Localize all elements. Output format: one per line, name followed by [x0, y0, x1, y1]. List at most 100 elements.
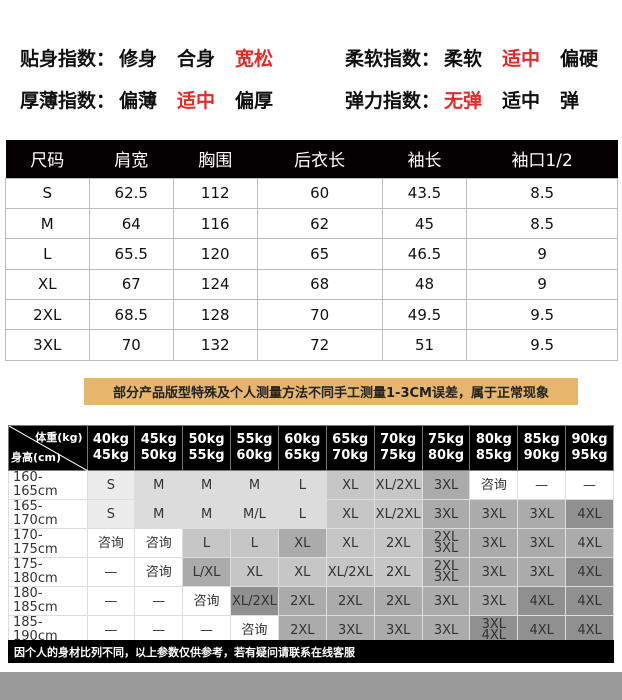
table-row: XL 67 124 68 48 9 [5, 268, 618, 301]
column-header: 后衣长 [257, 140, 383, 178]
weight-header: 60kg 65kg [277, 425, 327, 471]
table-cell: 9.5 [466, 329, 618, 361]
size-cell: M [134, 499, 184, 529]
table-cell: 8.5 [466, 207, 618, 240]
size-cell: XL/2XL [373, 499, 423, 529]
size-cell: L [182, 528, 231, 558]
corner-header: 体重(kg) 身高(cm) [8, 425, 88, 471]
height-label: 170-175cm [8, 528, 88, 558]
table-cell: 116 [173, 207, 258, 240]
height-label: 160-165cm [8, 470, 88, 500]
size-cell: 咨询 [469, 470, 519, 500]
size-cell: 咨询 [182, 586, 231, 616]
table-cell: 2XL [5, 299, 90, 331]
size-cell: M [134, 470, 184, 500]
table-cell: 68.5 [88, 299, 174, 331]
size-cell: M/L [229, 499, 279, 529]
size-cell: M [182, 499, 231, 529]
column-header: 尺码 [5, 140, 89, 178]
size-cell: 2XL [373, 557, 423, 587]
attribute-option: 宽松 [235, 48, 274, 70]
attribute-row: 柔软指数： 柔软 适中 偏硬 [345, 44, 598, 71]
table-cell: 112 [173, 177, 258, 209]
table-cell: M [5, 207, 90, 240]
table-row: S 62.5 112 60 43.5 8.5 [5, 177, 618, 209]
size-cell: — [517, 470, 567, 500]
table-cell: 48 [381, 268, 468, 301]
size-cell: 2XL [277, 615, 327, 645]
attribute-row: 弹力指数： 无弹 适中弹 [345, 86, 579, 113]
attribute-option: 适中 [502, 48, 541, 70]
table-row: L 65.5 120 65 46.5 9 [5, 238, 618, 270]
table-cell: 65.5 [88, 238, 174, 270]
size-cell: 4XL [565, 528, 614, 558]
attribute-row: 厚薄指数： 偏薄 适中 偏厚 [20, 86, 273, 113]
table-cell: 60 [256, 177, 383, 209]
table-cell: 49.5 [381, 299, 468, 331]
table-cell: 128 [173, 299, 258, 331]
size-cell: S [86, 499, 136, 529]
column-header: 胸围 [173, 140, 257, 178]
size-cell: 3XL [469, 499, 519, 529]
measurement-note: 部分产品版型特殊及个人测量方法不同手工测量1-3CM误差，属于正常现象 [84, 378, 578, 405]
column-header: 袖口1/2 [466, 140, 618, 178]
size-cell: XL [325, 499, 375, 529]
weight-header: 85kg 90kg [517, 425, 567, 471]
column-header: 肩宽 [89, 140, 174, 178]
table-cell: 62 [256, 207, 383, 240]
table-row: M 64 116 62 45 8.5 [5, 207, 618, 240]
table-cell: 70 [256, 299, 383, 331]
attribute-option: 适中 [177, 90, 216, 112]
attribute-label: 厚薄指数： [20, 90, 116, 112]
size-cell: 3XL [469, 557, 519, 587]
table-cell: 3XL [5, 329, 90, 361]
attribute-label: 贴身指数： [20, 48, 116, 70]
attribute-option: 合身 [177, 48, 216, 70]
size-cell: 3XL [517, 499, 567, 529]
table-row: 160-165cm S M M M L XL XL/2XL 3XL 咨询 — — [8, 470, 614, 500]
weight-header: 40kg 45kg [86, 425, 136, 471]
column-header: 袖长 [382, 140, 467, 178]
table-cell: 9 [466, 238, 618, 270]
table-row: 170-175cm 咨询 咨询 L L XL XL 2XL 2XL 3XL 3XL 3XL 4XL [8, 528, 614, 558]
size-cell: 2XL 3XL [421, 528, 471, 558]
attribute-option: 修身 [119, 48, 158, 70]
size-cell: 3XL [469, 586, 519, 616]
weight-header: 70kg 75kg [373, 425, 423, 471]
table-cell: 124 [173, 268, 258, 301]
weight-header: 65kg 70kg [325, 425, 375, 471]
size-cell: 4XL [517, 615, 567, 645]
size-cell: 3XL [469, 528, 519, 558]
attribute-label: 柔软指数： [345, 48, 441, 70]
attribute-option: 偏硬 [560, 48, 599, 70]
table-cell: S [5, 177, 90, 209]
size-cell: XL/2XL [229, 586, 279, 616]
table-cell: 68 [256, 268, 383, 301]
size-cell: 4XL [565, 499, 614, 529]
size-cell: 3XL [421, 586, 471, 616]
table-cell: 9 [466, 268, 618, 301]
size-cell: M [182, 470, 231, 500]
table-cell: L [5, 238, 90, 270]
height-label: 180-185cm [8, 586, 88, 616]
size-cell: L [277, 499, 327, 529]
table-row: 3XL 70 132 72 51 9.5 [5, 329, 618, 361]
table-row: 165-170cm S M M M/L L XL XL/2XL 3XL 3XL 3XL 4XL [8, 499, 614, 529]
size-cell: 咨询 [86, 528, 136, 558]
attribute-row: 贴身指数： 修身 合身 宽松 [20, 44, 273, 71]
size-cell: 咨询 [134, 557, 184, 587]
attribute-option: 适中 [502, 90, 541, 112]
size-cell: L [277, 470, 327, 500]
size-cell: — [134, 586, 184, 616]
size-cell: L/XL [182, 557, 231, 587]
table-cell: 64 [88, 207, 174, 240]
size-cell: XL [325, 470, 375, 500]
height-axis-label: 身高(cm) [11, 451, 62, 464]
table-row: 175-180cm — 咨询 L/XL XL XL XL/2XL 2XL 2XL 3XL 3XL 3… [8, 557, 614, 587]
table-cell: 46.5 [381, 238, 468, 270]
table-cell: 65 [256, 238, 383, 270]
size-cell: L [229, 528, 279, 558]
weight-header: 55kg 60kg [229, 425, 279, 471]
table-cell: 45 [381, 207, 468, 240]
size-cell: S [86, 470, 136, 500]
